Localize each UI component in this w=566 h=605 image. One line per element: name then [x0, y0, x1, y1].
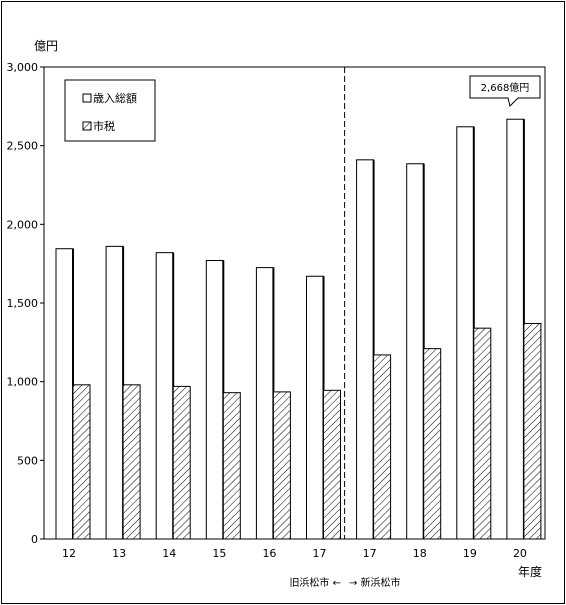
x-unit-label: 年度 — [518, 564, 542, 579]
x-tick-label: 12 — [62, 547, 76, 560]
value-callout: 2,668億円 — [469, 75, 541, 107]
x-tick-label: 18 — [413, 547, 427, 560]
bars-group — [55, 118, 542, 540]
y-tick-label: 2,500 — [7, 140, 39, 153]
bar-city-tax — [323, 389, 341, 540]
bar-total-revenue — [406, 163, 425, 540]
x-tick-label: 16 — [262, 547, 276, 560]
legend: 歳入総額 市税 — [64, 79, 156, 142]
x-tick-label: 15 — [212, 547, 226, 560]
bar-city-tax — [272, 391, 291, 540]
bar-total-revenue — [155, 252, 174, 540]
legend-swatch-total — [82, 93, 92, 103]
y-tick-label: 1,500 — [7, 297, 39, 310]
bar-city-tax — [222, 392, 241, 540]
bar-total-revenue — [506, 118, 525, 540]
bar-city-tax — [373, 354, 392, 540]
x-tick-label: 13 — [112, 547, 126, 560]
legend-label-tax: 市税 — [93, 119, 115, 133]
legend-swatch-tax — [82, 121, 92, 131]
y-tick-label: 0 — [31, 533, 38, 546]
bar-total-revenue — [55, 248, 74, 540]
y-tick-label: 1,000 — [7, 376, 39, 389]
callout-bubble — [469, 75, 541, 107]
bar-total-revenue — [356, 159, 375, 540]
x-tick-label: 17 — [363, 547, 377, 560]
bar-total-revenue — [456, 126, 475, 540]
legend-label-total: 歳入総額 — [93, 91, 137, 105]
y-axis-ticks: 0 500 1,000 1,500 2,000 2,500 3,000 — [7, 61, 44, 546]
x-tick-label: 19 — [463, 547, 477, 560]
legend-box — [64, 79, 156, 142]
bar-city-tax — [473, 327, 492, 540]
plot-area-border — [43, 66, 546, 540]
x-tick-label: 17 — [313, 547, 327, 560]
y-tick-label: 2,000 — [7, 218, 39, 231]
callout-text: 2,668億円 — [481, 81, 530, 94]
y-unit-label: 億円 — [34, 39, 58, 53]
new-city-label: → 新浜松市 — [349, 576, 401, 589]
old-city-label: 旧浜松市 ← — [289, 576, 341, 589]
bar-city-tax — [122, 384, 141, 540]
bar-city-tax — [72, 384, 91, 540]
y-tick-label: 500 — [17, 454, 38, 467]
y-tick-label: 3,000 — [7, 61, 39, 74]
bar-total-revenue — [306, 275, 324, 540]
bar-total-revenue — [105, 245, 124, 540]
bar-total-revenue — [205, 260, 224, 540]
bar-city-tax — [523, 322, 542, 540]
x-axis-labels: 12 13 14 15 16 17 17 18 19 20 — [62, 547, 527, 560]
bar-city-tax — [423, 348, 442, 540]
bar-total-revenue — [255, 267, 274, 540]
x-tick-label: 20 — [513, 547, 527, 560]
x-tick-label: 14 — [162, 547, 176, 560]
bar-city-tax — [172, 385, 191, 540]
